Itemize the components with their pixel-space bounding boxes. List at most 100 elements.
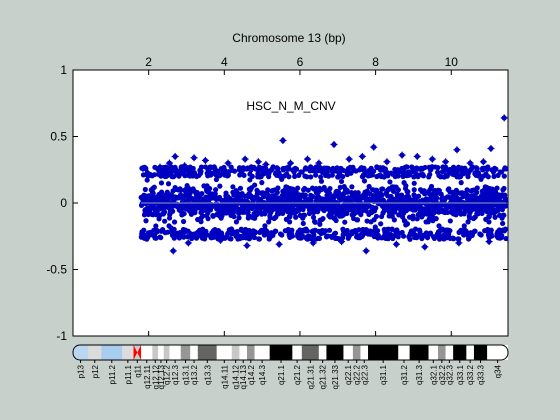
data-point (273, 228, 279, 234)
data-point (275, 166, 281, 172)
data-point (204, 232, 210, 238)
data-point (390, 188, 397, 194)
x-tick-label: 6 (297, 55, 304, 69)
chromosome-band (254, 345, 270, 360)
chromosome-ideogram (72, 344, 509, 361)
data-point (427, 171, 433, 178)
outlier-point (362, 247, 370, 255)
chromosome-band (352, 345, 361, 360)
data-point (213, 176, 219, 183)
data-point (354, 217, 361, 223)
data-point (304, 228, 310, 234)
data-point (380, 186, 386, 192)
band-label: q14.13 (239, 364, 248, 389)
chromosome-band (169, 345, 181, 360)
data-point (494, 185, 500, 191)
data-point (335, 189, 342, 195)
data-point (503, 235, 509, 242)
x-tick-label: 2 (145, 55, 152, 69)
data-point (236, 215, 242, 221)
outlier-point (358, 152, 366, 160)
data-point (403, 183, 409, 189)
outlier-point (243, 242, 251, 250)
data-point (474, 166, 480, 172)
band-label: q33.1 (456, 364, 465, 385)
data-point (337, 184, 343, 190)
band-label: q32.3 (445, 364, 454, 385)
chromosome-band (473, 345, 488, 360)
band-label: q13.3 (203, 364, 212, 385)
data-point (176, 173, 182, 179)
outlier-point (479, 158, 487, 166)
band-label: q21.33 (331, 364, 340, 389)
data-point (503, 197, 509, 203)
data-point (327, 185, 333, 192)
chromosome-band (163, 345, 170, 360)
data-point (411, 187, 417, 193)
data-point (207, 185, 213, 192)
outlier-point (241, 155, 249, 163)
y-tick-label: -0.5 (46, 263, 67, 277)
data-point (144, 177, 150, 183)
data-point (200, 213, 206, 219)
data-point (181, 234, 187, 240)
data-point (267, 215, 273, 221)
data-point (501, 173, 507, 179)
data-point (190, 165, 196, 172)
data-point (236, 210, 242, 216)
chromosome-band (73, 345, 89, 360)
chromosome-band (158, 345, 164, 360)
data-point (371, 168, 377, 174)
outlier-point (165, 159, 173, 167)
data-point (342, 219, 348, 225)
data-point (404, 164, 410, 170)
outlier-point (428, 155, 436, 163)
data-point (488, 227, 494, 233)
band-label: q12.11 (143, 364, 152, 388)
data-point (162, 209, 168, 215)
data-point (385, 236, 391, 242)
data-point (287, 219, 293, 225)
data-point (411, 180, 417, 186)
data-point (325, 165, 331, 171)
outlier-point (383, 158, 391, 166)
band-label: q31.3 (415, 364, 424, 385)
chromosome-band (301, 345, 319, 360)
band-label: q12.2 (163, 364, 172, 385)
band-label: q22.3 (360, 364, 369, 385)
data-point (140, 172, 147, 178)
data-point (217, 183, 223, 189)
data-point (456, 236, 462, 242)
chromosome-band (231, 345, 240, 360)
data-point (252, 229, 258, 235)
chromosome-band (269, 345, 293, 360)
data-point (154, 228, 160, 234)
data-point (141, 227, 147, 233)
y-tick-label: 1 (60, 63, 67, 77)
outlier-point (485, 238, 493, 246)
data-point (320, 215, 326, 222)
centromere-marker (137, 345, 142, 360)
data-point (407, 236, 413, 242)
outlier-point (254, 158, 262, 166)
data-point (444, 204, 451, 211)
data-point (379, 192, 385, 198)
data-point (289, 233, 296, 239)
band-label: q33.2 (466, 364, 475, 385)
data-point (434, 195, 440, 201)
data-point (171, 219, 178, 225)
data-point (205, 216, 211, 222)
band-label: q12.13 (157, 364, 166, 389)
outlier-point (338, 238, 346, 246)
data-point (304, 174, 310, 180)
data-point (417, 229, 423, 235)
band-label: q14.11 (220, 364, 229, 388)
data-point (275, 185, 281, 191)
data-point (485, 164, 491, 170)
data-point (274, 189, 280, 196)
data-point (165, 181, 172, 187)
data-point (259, 180, 265, 186)
data-point (412, 226, 419, 232)
band-label: q14.12 (232, 364, 241, 389)
outlier-point (500, 114, 508, 122)
